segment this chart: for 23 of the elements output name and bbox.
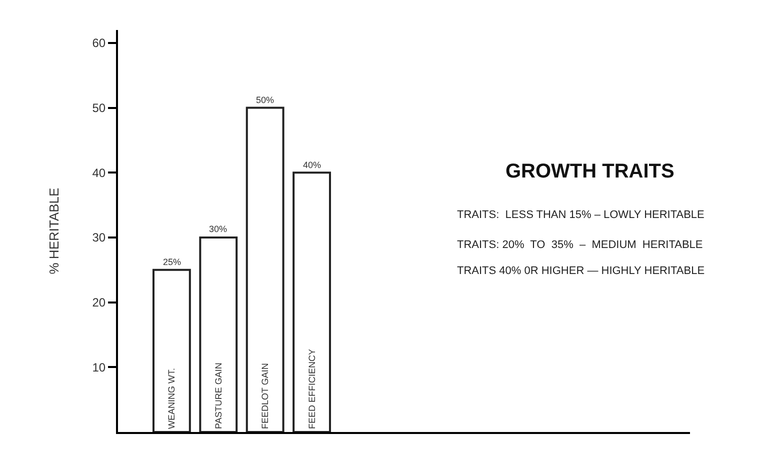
bar bbox=[292, 172, 331, 432]
x-tick-label: FEED EFFICIENCY bbox=[306, 348, 317, 429]
data-label: 30% bbox=[209, 224, 228, 234]
data-label: 25% bbox=[163, 257, 182, 267]
y-axis-title: % HERITABLE bbox=[46, 187, 62, 274]
x-tick-label: FEEDLOT GAIN bbox=[260, 363, 270, 429]
data-label: 40% bbox=[303, 160, 322, 170]
x-tick-label: WEANING WT. bbox=[166, 368, 177, 429]
y-tick-label: 20 bbox=[92, 296, 106, 310]
y-tick-label: 50 bbox=[92, 101, 106, 116]
y-tick-label: 40 bbox=[92, 166, 106, 180]
y-tick-label: 10 bbox=[92, 360, 106, 374]
text: GROWTH TRAITS bbox=[505, 160, 674, 183]
bar bbox=[152, 268, 191, 432]
bar bbox=[246, 106, 284, 432]
x-tick-label: PASTURE GAIN bbox=[213, 362, 224, 429]
data-label: 50% bbox=[256, 95, 274, 105]
text: TRAITS: 20% TO 35% – MEDIUM HERITABLE bbox=[457, 239, 703, 251]
y-tick-label: 60 bbox=[92, 36, 106, 50]
text: TRAITS 40% 0R HIGHER — HIGHLY HERITABLE bbox=[457, 265, 705, 277]
y-tick-label: 30 bbox=[92, 230, 106, 245]
bar bbox=[199, 236, 238, 432]
text: TRAITS: LESS THAN 15% – LOWLY HERITABLE bbox=[457, 209, 704, 221]
